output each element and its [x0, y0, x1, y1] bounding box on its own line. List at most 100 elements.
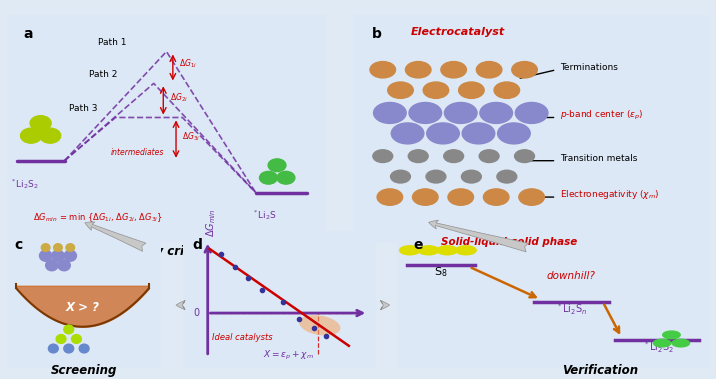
- Circle shape: [459, 82, 484, 99]
- Circle shape: [672, 339, 690, 347]
- Text: d: d: [192, 238, 202, 252]
- Text: Screening: Screening: [51, 364, 117, 377]
- Circle shape: [455, 246, 476, 255]
- Circle shape: [512, 61, 537, 78]
- Text: Electrocatalyst: Electrocatalyst: [411, 27, 505, 36]
- FancyBboxPatch shape: [347, 11, 716, 247]
- Text: Solid-liquid-solid phase: Solid-liquid-solid phase: [441, 236, 577, 247]
- Text: $X = \varepsilon_p + \chi_m$: $X = \varepsilon_p + \chi_m$: [263, 349, 314, 362]
- Text: Electronic descriptor: Electronic descriptor: [463, 246, 601, 258]
- Circle shape: [390, 170, 410, 183]
- Circle shape: [497, 170, 517, 183]
- Text: $^*$Li$_2$S$_n$: $^*$Li$_2$S$_n$: [556, 301, 588, 317]
- Circle shape: [373, 150, 392, 163]
- Text: Path 3: Path 3: [69, 104, 98, 113]
- Point: [229, 264, 241, 270]
- FancyBboxPatch shape: [179, 229, 379, 370]
- Circle shape: [400, 246, 420, 255]
- Circle shape: [30, 116, 51, 131]
- Circle shape: [445, 102, 477, 124]
- Circle shape: [259, 171, 277, 184]
- Circle shape: [46, 260, 58, 271]
- Circle shape: [448, 189, 473, 205]
- Text: downhill?: downhill?: [547, 271, 596, 281]
- Circle shape: [52, 250, 64, 261]
- Text: Verification: Verification: [562, 364, 638, 377]
- Text: $^*$Li$_2$S$_2$: $^*$Li$_2$S$_2$: [10, 177, 39, 191]
- Text: a: a: [23, 27, 33, 41]
- Point: [216, 251, 227, 257]
- Circle shape: [268, 159, 286, 172]
- Circle shape: [72, 335, 82, 343]
- Circle shape: [405, 61, 431, 78]
- Circle shape: [374, 102, 406, 124]
- Point: [277, 299, 289, 305]
- Circle shape: [663, 331, 680, 339]
- Point: [243, 274, 254, 280]
- Point: [309, 325, 320, 331]
- Circle shape: [370, 61, 395, 78]
- Circle shape: [39, 250, 52, 261]
- Circle shape: [64, 250, 77, 261]
- Text: $\Delta G_{min}$ = min {$\Delta G_{1i}$, $\Delta G_{2i}$, $\Delta G_{3i}$}: $\Delta G_{min}$ = min {$\Delta G_{1i}$,…: [33, 211, 163, 224]
- FancyBboxPatch shape: [391, 229, 715, 370]
- Circle shape: [480, 102, 513, 124]
- Circle shape: [412, 189, 438, 205]
- Text: Path 2: Path 2: [89, 70, 117, 78]
- Circle shape: [58, 260, 70, 271]
- Text: $\Delta G_{1i}$: $\Delta G_{1i}$: [179, 57, 197, 70]
- Circle shape: [21, 128, 42, 143]
- Text: Transition metals: Transition metals: [560, 154, 637, 163]
- Circle shape: [56, 335, 66, 343]
- Circle shape: [409, 102, 442, 124]
- FancyBboxPatch shape: [4, 229, 164, 370]
- Circle shape: [427, 123, 460, 144]
- Text: b: b: [372, 27, 382, 41]
- Circle shape: [494, 82, 520, 99]
- FancyBboxPatch shape: [1, 11, 332, 247]
- Circle shape: [479, 150, 499, 163]
- Text: Ideal catalysts: Ideal catalysts: [212, 334, 272, 342]
- Circle shape: [42, 244, 50, 251]
- Circle shape: [515, 150, 534, 163]
- Point: [256, 287, 268, 293]
- Circle shape: [39, 128, 61, 143]
- Text: S$_8$: S$_8$: [434, 265, 448, 279]
- Text: Energy criteria: Energy criteria: [117, 246, 216, 258]
- Text: c: c: [15, 238, 23, 252]
- Circle shape: [277, 171, 295, 184]
- Circle shape: [654, 339, 671, 347]
- Text: X > ?: X > ?: [66, 301, 100, 314]
- Circle shape: [441, 61, 466, 78]
- Circle shape: [423, 82, 449, 99]
- Circle shape: [461, 170, 481, 183]
- Circle shape: [388, 82, 413, 99]
- Circle shape: [66, 244, 74, 251]
- Circle shape: [462, 123, 495, 144]
- Circle shape: [519, 189, 544, 205]
- Circle shape: [476, 61, 502, 78]
- Text: Terminations: Terminations: [560, 63, 618, 72]
- Circle shape: [483, 189, 509, 205]
- Text: $\Delta G_{min}$: $\Delta G_{min}$: [204, 208, 218, 236]
- Circle shape: [426, 170, 446, 183]
- Circle shape: [418, 246, 439, 255]
- Circle shape: [444, 150, 463, 163]
- Circle shape: [79, 344, 89, 353]
- Circle shape: [516, 102, 548, 124]
- Ellipse shape: [299, 315, 341, 335]
- Text: $p$-band center ($\varepsilon_p$): $p$-band center ($\varepsilon_p$): [560, 109, 644, 122]
- Circle shape: [437, 246, 458, 255]
- Circle shape: [49, 344, 58, 353]
- Text: $\Delta G_{3i}$: $\Delta G_{3i}$: [183, 130, 200, 143]
- Text: $^*$Li$_2$S$_2$: $^*$Li$_2$S$_2$: [644, 340, 674, 355]
- Text: Electronegativity ($\chi_m$): Electronegativity ($\chi_m$): [560, 188, 659, 201]
- Text: 0: 0: [194, 308, 200, 318]
- Circle shape: [54, 244, 62, 251]
- Text: e: e: [413, 238, 422, 252]
- Circle shape: [64, 344, 74, 353]
- Text: Path 1: Path 1: [98, 38, 127, 47]
- Point: [293, 315, 304, 321]
- Circle shape: [498, 123, 531, 144]
- Circle shape: [408, 150, 428, 163]
